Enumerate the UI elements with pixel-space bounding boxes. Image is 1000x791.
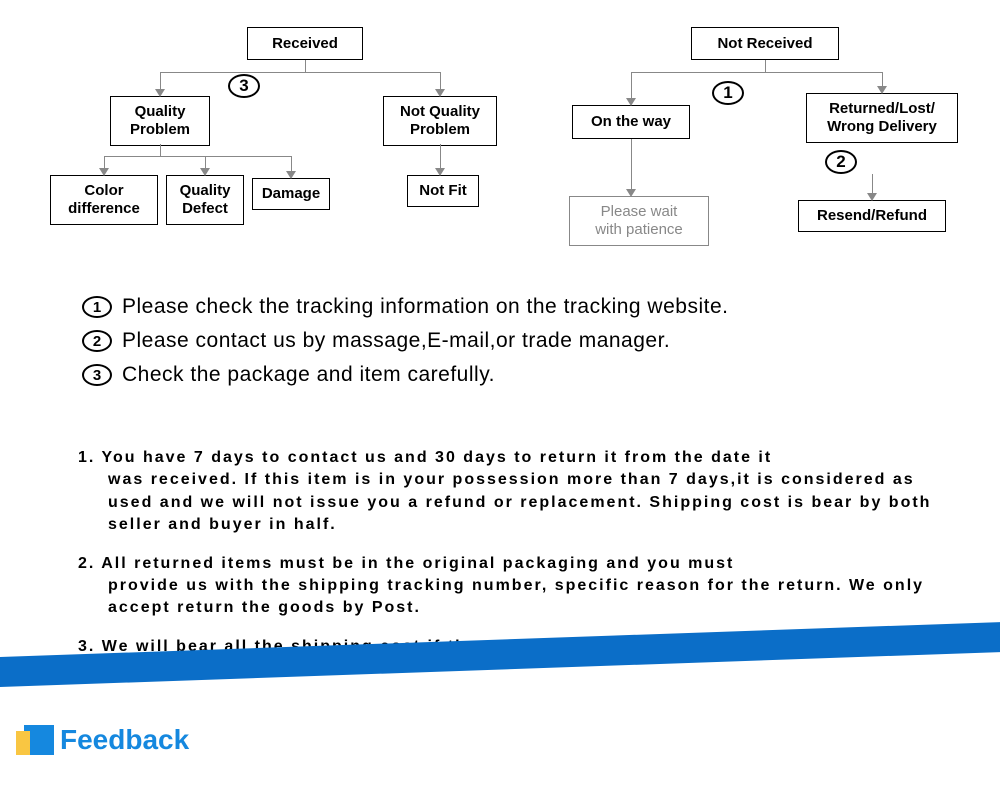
arrow-down-icon <box>155 89 165 97</box>
feedback-heading: Feedback <box>16 724 189 756</box>
node-please-wait: Please waitwith patience <box>569 196 709 246</box>
arrow-down-icon <box>435 168 445 176</box>
connector-line <box>631 139 632 189</box>
node-not-quality: Not QualityProblem <box>383 96 497 146</box>
policy-rest: provide us with the shipping tracking nu… <box>78 575 948 620</box>
feedback-label: Feedback <box>60 724 189 756</box>
policy-rest: was received. If this item is in your po… <box>78 469 948 536</box>
node-returned-lost: Returned/Lost/Wrong Delivery <box>806 93 958 143</box>
arrow-down-icon <box>99 168 109 176</box>
instruction-badge: 2 <box>82 330 112 352</box>
node-quality-problem: QualityProblem <box>110 96 210 146</box>
badge-1: 1 <box>712 81 744 105</box>
connector-line <box>872 174 873 193</box>
connector-line <box>305 60 306 72</box>
connector-line <box>160 144 161 156</box>
connector-line <box>631 72 882 73</box>
node-damage: Damage <box>252 178 330 210</box>
instruction-text: Check the package and item carefully. <box>122 363 495 387</box>
connector-line <box>440 72 441 89</box>
connector-line <box>104 156 291 157</box>
connector-line <box>765 60 766 72</box>
instructions-list: 1 Please check the tracking information … <box>82 295 902 397</box>
connector-line <box>631 72 632 98</box>
node-color-diff: Colordifference <box>50 175 158 225</box>
connector-line <box>160 72 161 89</box>
node-quality-defect: QualityDefect <box>166 175 244 225</box>
arrow-down-icon <box>867 193 877 201</box>
connector-line <box>104 156 105 168</box>
badge-3: 3 <box>228 74 260 98</box>
node-received: Received <box>247 27 363 60</box>
instruction-row: 1 Please check the tracking information … <box>82 295 902 319</box>
arrow-down-icon <box>626 189 636 197</box>
feedback-icon <box>16 725 54 755</box>
arrow-down-icon <box>626 98 636 106</box>
instruction-badge: 1 <box>82 296 112 318</box>
arrow-down-icon <box>435 89 445 97</box>
instruction-text: Please check the tracking information on… <box>122 295 728 319</box>
connector-line <box>291 156 292 171</box>
connector-line <box>160 72 440 73</box>
badge-2: 2 <box>825 150 857 174</box>
arrow-down-icon <box>286 171 296 179</box>
policy-lead: 2. All returned items must be in the ori… <box>78 555 734 572</box>
node-on-the-way: On the way <box>572 105 690 139</box>
node-not-received: Not Received <box>691 27 839 60</box>
arrow-down-icon <box>877 86 887 94</box>
instruction-row: 3 Check the package and item carefully. <box>82 363 902 387</box>
arrow-down-icon <box>200 168 210 176</box>
policy-lead: 1. You have 7 days to contact us and 30 … <box>78 449 772 466</box>
instruction-badge: 3 <box>82 364 112 386</box>
connector-line <box>205 156 206 168</box>
node-not-fit: Not Fit <box>407 175 479 207</box>
instruction-row: 2 Please contact us by massage,E-mail,or… <box>82 329 902 353</box>
policy-item-1: 1. You have 7 days to contact us and 30 … <box>78 447 948 537</box>
connector-line <box>882 72 883 86</box>
connector-line <box>440 144 441 168</box>
instruction-text: Please contact us by massage,E-mail,or t… <box>122 329 670 353</box>
node-resend-refund: Resend/Refund <box>798 200 946 232</box>
policy-item-2: 2. All returned items must be in the ori… <box>78 553 948 620</box>
